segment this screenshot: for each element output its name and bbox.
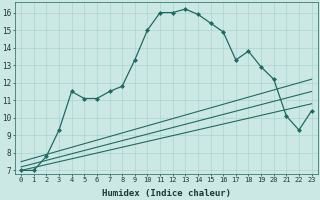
X-axis label: Humidex (Indice chaleur): Humidex (Indice chaleur) [102, 189, 231, 198]
